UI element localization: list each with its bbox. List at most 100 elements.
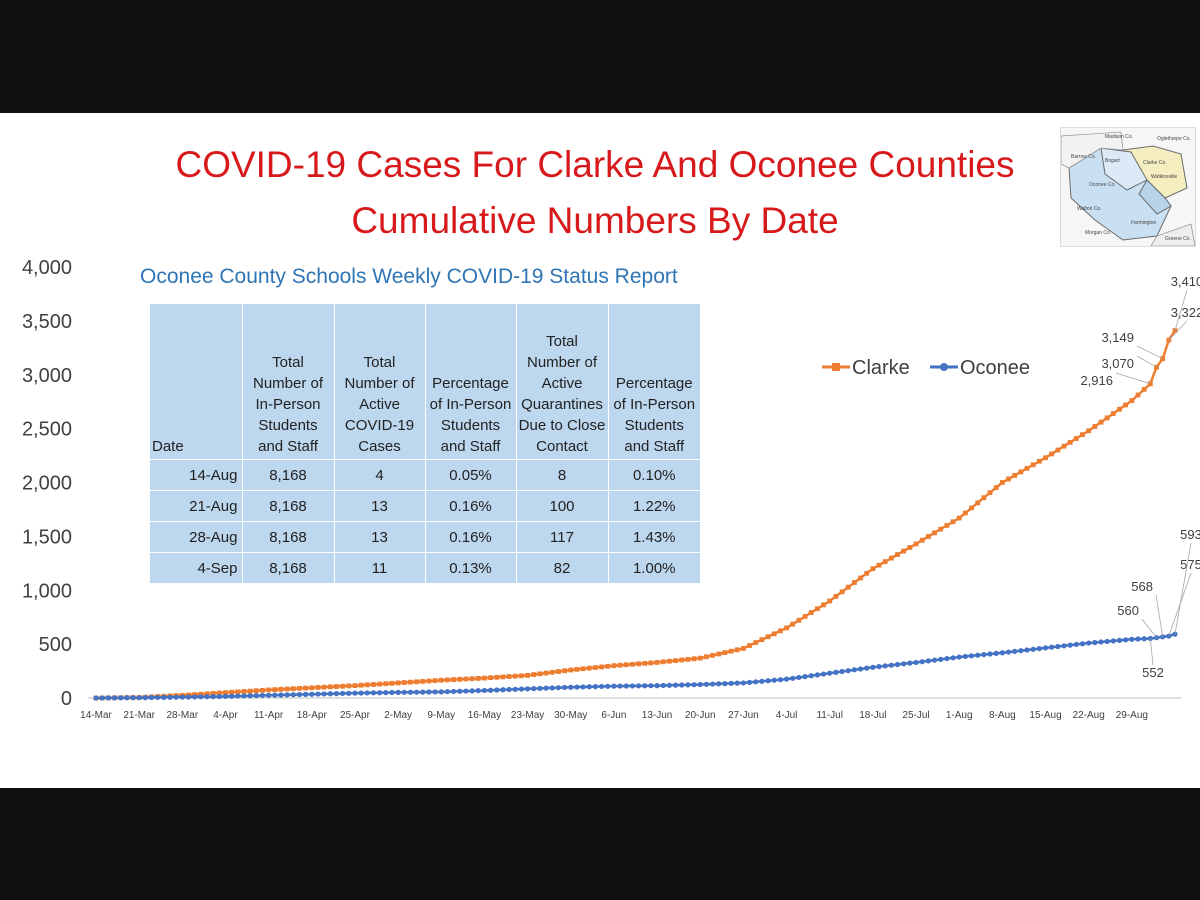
data-point [457,676,463,682]
data-point [962,510,968,516]
data-point [253,693,259,699]
data-point [901,661,907,667]
data-point [771,631,777,637]
table-cell: 1.22% [608,490,700,522]
table-cell: 0.16% [425,490,517,522]
data-point [235,689,241,695]
table-cell: 4-Sep [150,552,243,584]
data-point [685,656,691,662]
data-label: 3,410 [1171,274,1200,289]
data-point [709,681,716,687]
data-point [630,661,635,667]
data-point [611,683,617,689]
data-point [303,691,309,697]
data-point [358,682,364,688]
data-point [1129,398,1135,404]
x-tick-label: 13-Jun [642,710,673,721]
y-tick-label: 2,500 [22,419,72,441]
series-clarke [93,328,1178,701]
data-point [309,685,315,691]
data-point [142,694,148,701]
data-point [839,589,845,595]
data-point [309,691,315,697]
data-point [161,694,167,700]
leader-line [1136,345,1163,360]
data-point [1116,637,1123,643]
data-point [1141,387,1147,392]
data-point [969,505,974,511]
data-point [457,688,463,694]
data-point [1043,455,1048,461]
data-point [1030,462,1036,468]
table-row: 14-Aug 8,168 4 0.05% 8 0.10% [150,459,700,491]
data-point [512,673,518,679]
data-point [1166,633,1172,639]
data-point [222,693,229,699]
table-cell: 117 [516,521,609,553]
data-point [414,679,420,685]
leader-line [1141,618,1157,638]
data-point [223,690,228,696]
x-tick-label: 16-May [468,710,501,721]
x-tick-label: 27-Jun [728,710,759,721]
data-point [543,685,549,691]
data-point [389,689,395,696]
data-point [611,663,617,669]
data-point [1080,432,1085,438]
map-label: Morgan Co. [1085,230,1111,236]
data-point [765,678,771,684]
data-point [519,673,524,679]
x-tick-label: 11-Jul [816,710,843,721]
data-label: 560 [1117,603,1139,618]
data-point [383,681,389,687]
data-point [722,650,728,655]
data-point [93,695,99,701]
data-point [272,692,278,698]
y-axis: 0 500 1,000 1,500 2,000 2,500 3,000 3,500 4,000 [22,257,72,710]
data-point [377,690,383,696]
data-point [568,684,574,690]
data-point [1049,451,1055,457]
data-point [666,682,673,688]
y-tick-label: 4,000 [22,257,72,279]
data-point [981,495,987,501]
data-point [438,689,444,695]
data-point [438,677,444,683]
data-point [549,685,555,691]
legend-marker [832,363,840,371]
data-point [463,688,469,694]
data-point [469,688,475,694]
map-label: Barrow Co. [1071,154,1096,160]
data-point [784,625,789,631]
data-point [475,688,481,694]
data-point [599,664,604,670]
data-point [185,694,192,700]
data-point [660,659,666,665]
data-point [1073,436,1079,441]
data-point [987,490,993,496]
map-label: Oglethorpe Co. [1157,136,1191,142]
data-point [284,692,290,698]
data-point [981,651,987,658]
data-point [734,680,740,686]
data-point [888,555,894,561]
map-label: Madison Co. [1105,134,1133,140]
data-point [1092,639,1098,646]
data-point [340,690,346,697]
data-point [377,681,383,687]
data-point [260,687,265,693]
data-point [667,658,672,664]
x-tick-label: 6-Jun [601,710,626,721]
data-point [1036,458,1042,464]
data-point [278,692,284,698]
table-caption: Oconee County Schools Weekly COVID-19 St… [140,265,678,288]
data-point [944,523,950,528]
legend-label: Oconee [960,357,1030,379]
data-point [827,670,833,676]
data-label: 552 [1142,665,1164,680]
table-cell: 8 [516,459,609,491]
data-point [648,683,654,689]
data-point [210,693,216,700]
status-report-table: Date Total Number of In-Person Students … [150,304,700,584]
data-point [999,650,1005,656]
